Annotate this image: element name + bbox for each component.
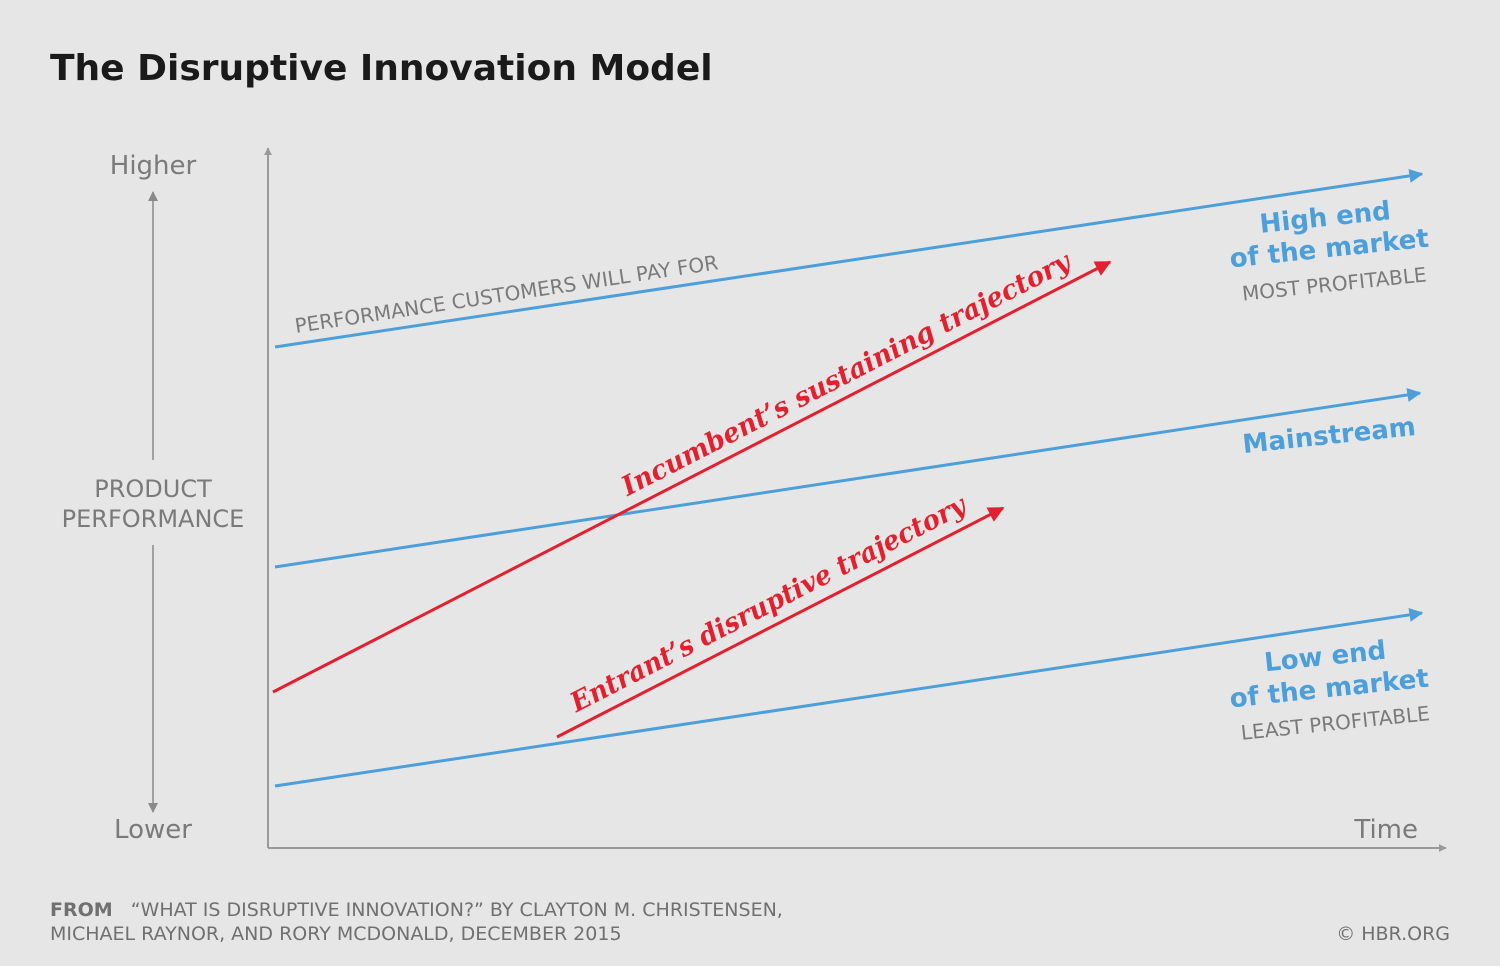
low-end-market-line: [274, 607, 1424, 788]
entrant-trajectory-label: Entrant’s disruptive trajectory: [565, 489, 973, 719]
incumbent-trajectory-line: [272, 260, 1112, 694]
high-end-market-line: [274, 168, 1424, 349]
y-axis-higher-label: Higher: [110, 151, 197, 181]
x-axis-time-label: Time: [1353, 815, 1418, 845]
hbr-credit: © HBR.ORG: [1336, 923, 1450, 945]
y-axis-title-line2: PERFORMANCE: [62, 505, 245, 533]
entrant-trajectory-line: [556, 506, 1005, 739]
mainstream-market-line: [274, 387, 1422, 569]
y-axis-title-line1: PRODUCT: [94, 475, 212, 503]
y-axis-lower-label: Lower: [114, 815, 192, 845]
page-title: The Disruptive Innovation Model: [50, 48, 713, 89]
performance-customers-label: PERFORMANCE CUSTOMERS WILL PAY FOR: [293, 250, 720, 338]
mainstream-label: Mainstream: [1241, 412, 1417, 460]
source-line1: FROM “WHAT IS DISRUPTIVE INNOVATION?” BY…: [50, 899, 783, 921]
source-citation-line1: “WHAT IS DISRUPTIVE INNOVATION?” BY CLAY…: [131, 899, 783, 921]
source-from-label: FROM: [50, 899, 113, 921]
source-citation-line2: MICHAEL RAYNOR, AND RORY MCDONALD, DECEM…: [50, 923, 622, 945]
